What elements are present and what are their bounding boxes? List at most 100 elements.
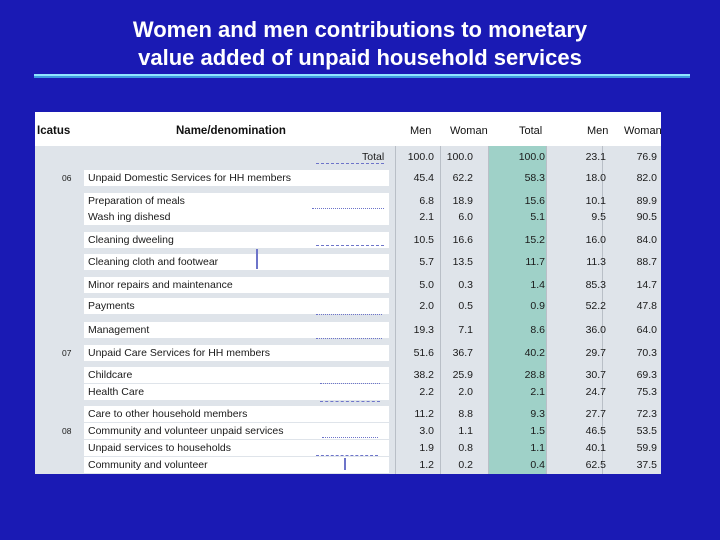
row-name: Wash ing dishesd <box>88 211 171 223</box>
cell-total: 1.1 <box>530 442 545 454</box>
row-name: Minor repairs and maintenance <box>88 279 233 291</box>
row-label-cell <box>84 254 389 270</box>
faint-mark <box>322 437 378 438</box>
cell-woman: 62.2 <box>452 172 473 184</box>
cell-men-pct: 46.5 <box>585 425 606 437</box>
cell-men-pct: 11.3 <box>586 256 606 268</box>
cell-woman-pct: 53.5 <box>636 425 657 437</box>
title-underline <box>34 74 690 78</box>
faint-mark <box>316 338 382 339</box>
cell-woman-pct: 89.9 <box>636 195 657 207</box>
cell-woman-pct: 76.9 <box>636 151 657 163</box>
cell-men-pct: 16.0 <box>585 234 606 246</box>
cell-men: 19.3 <box>413 324 434 336</box>
row-label-cell <box>84 209 389 225</box>
cell-total: 0.4 <box>530 459 545 471</box>
cell-men: 45.4 <box>413 172 434 184</box>
cell-total: 58.3 <box>524 172 545 184</box>
column-divider <box>395 146 396 474</box>
row-name: Preparation of meals <box>88 195 185 207</box>
row-name: Unpaid services to households <box>88 442 232 454</box>
cell-men-pct: 27.7 <box>585 408 606 420</box>
column-divider <box>488 146 489 474</box>
row-label-cell <box>84 322 389 338</box>
cell-woman-pct: 59.9 <box>636 442 657 454</box>
cell-total: 0.9 <box>530 300 545 312</box>
cell-total: 15.6 <box>524 195 545 207</box>
cell-men: 1.2 <box>419 459 434 471</box>
cell-men: 6.8 <box>419 195 434 207</box>
cell-woman-pct: 82.0 <box>636 172 657 184</box>
cell-total: 100.0 <box>518 151 545 163</box>
cell-men-pct: 10.1 <box>585 195 606 207</box>
total-column-highlight <box>488 146 546 474</box>
cell-men: 5.0 <box>419 279 434 291</box>
cell-woman: 0.2 <box>458 459 473 471</box>
cell-woman: 25.9 <box>452 369 473 381</box>
cell-men: 2.0 <box>419 300 434 312</box>
cell-woman: 0.8 <box>458 442 473 454</box>
cell-men-pct: 23.1 <box>585 151 606 163</box>
row-name: Management <box>88 324 150 336</box>
cell-woman-pct: 64.0 <box>636 324 657 336</box>
row-label-cell <box>84 406 389 422</box>
row-name: Health Care <box>88 386 145 398</box>
row-label-cell <box>84 232 389 248</box>
faint-mark <box>256 249 258 269</box>
cell-total: 8.6 <box>530 324 545 336</box>
cell-woman-pct: 47.8 <box>636 300 657 312</box>
cell-men: 1.9 <box>419 442 434 454</box>
row-label-cell <box>84 193 389 209</box>
cell-men: 100.0 <box>407 151 434 163</box>
row-name: Total <box>362 151 385 163</box>
faint-mark <box>312 208 384 209</box>
faint-mark <box>316 455 378 456</box>
header-men: Men <box>410 125 432 137</box>
column-divider <box>440 146 441 474</box>
cell-men: 5.7 <box>419 256 434 268</box>
row-name: Cleaning dweeling <box>88 234 174 246</box>
row-name: Community and volunteer unpaid services <box>88 425 284 437</box>
row-name: Unpaid Care Services for HH members <box>88 347 271 359</box>
cell-woman: 0.3 <box>458 279 473 291</box>
cell-men-pct: 85.3 <box>585 279 606 291</box>
row-label-cell <box>84 298 389 314</box>
cell-men-pct: 36.0 <box>585 324 606 336</box>
cell-woman: 8.8 <box>458 408 473 420</box>
cell-woman: 0.5 <box>458 300 473 312</box>
cell-total: 40.2 <box>524 347 545 359</box>
faint-mark <box>320 401 380 402</box>
cell-woman: 13.5 <box>452 256 473 268</box>
icatus-code: 08 <box>62 426 72 436</box>
row-label-cell <box>84 384 389 400</box>
cell-woman: 1.1 <box>458 425 473 437</box>
cell-men: 2.1 <box>419 211 434 223</box>
row-label-cell <box>84 170 389 186</box>
row-name: Care to other household members <box>88 408 248 420</box>
cell-total: 11.7 <box>525 256 545 268</box>
cell-woman-pct: 70.3 <box>636 347 657 359</box>
cell-woman-pct: 88.7 <box>636 256 657 268</box>
row-name: Community and volunteer <box>88 459 208 471</box>
header-woman: Woman <box>450 125 488 137</box>
cell-woman: 7.1 <box>458 324 473 336</box>
table-header <box>35 112 661 146</box>
icatus-code: 07 <box>62 348 72 358</box>
cell-total: 1.4 <box>530 279 545 291</box>
row-label-cell <box>84 423 389 439</box>
cell-woman-pct: 84.0 <box>636 234 657 246</box>
column-divider <box>602 146 603 474</box>
row-name: Unpaid Domestic Services for HH members <box>88 172 292 184</box>
row-name: Cleaning cloth and footwear <box>88 256 219 268</box>
cell-men-pct: 18.0 <box>585 172 606 184</box>
cell-woman: 6.0 <box>458 211 473 223</box>
cell-woman: 100.0 <box>446 151 473 163</box>
header-men-pct: Men <box>587 125 609 137</box>
cell-total: 28.8 <box>524 369 545 381</box>
row-label-cell <box>84 367 389 383</box>
cell-men: 10.5 <box>413 234 434 246</box>
row-label-cell <box>84 440 389 456</box>
cell-woman: 18.9 <box>452 195 473 207</box>
cell-woman-pct: 75.3 <box>636 386 657 398</box>
row-label-cell <box>84 457 389 473</box>
